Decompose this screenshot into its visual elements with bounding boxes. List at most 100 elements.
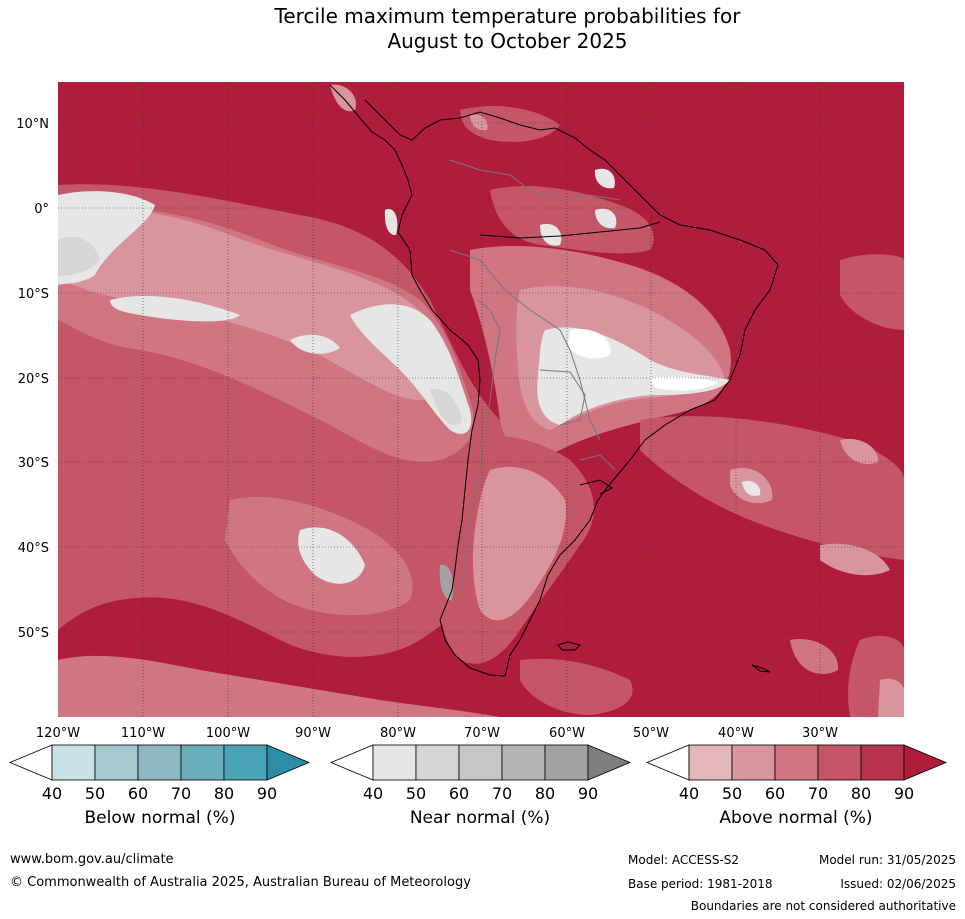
latitude-labels: 10°N 0° 10°S 20°S 30°S 40°S 50°S xyxy=(16,117,49,641)
colorbar-segment xyxy=(180,744,225,781)
graticule xyxy=(58,82,904,717)
colorbar-segment xyxy=(137,744,182,781)
longitude-label: 40°W xyxy=(718,726,754,741)
atlantic-blob-3 xyxy=(840,438,879,464)
amazon-near-normal-2 xyxy=(595,208,617,229)
coastline-layer xyxy=(329,84,779,677)
above-normal-label: Above normal (%) xyxy=(719,808,873,828)
colorbar-segment xyxy=(94,744,139,781)
colorbar-tick-label: 80 xyxy=(214,784,234,803)
colorbar-tick-label: 40 xyxy=(42,784,62,803)
latitude-label: 30°S xyxy=(18,456,49,471)
colorbar-tick-label: 80 xyxy=(851,784,871,803)
colorbar-low-extend xyxy=(329,744,374,781)
colorbar-tick-label: 40 xyxy=(679,784,699,803)
colorbar-segment xyxy=(544,744,589,781)
longitude-label: 120°W xyxy=(36,726,80,741)
colorbar-near: 40 50 60 70 80 90 xyxy=(329,744,632,803)
longitude-labels: 120°W 110°W 100°W 90°W 80°W 70°W 60°W 50°W 40°W 3… xyxy=(36,726,838,741)
title-line-2: August to October 2025 xyxy=(387,29,628,53)
colorbar-tick-label: 60 xyxy=(128,784,148,803)
longitude-label: 100°W xyxy=(206,726,250,741)
latitude-label: 20°S xyxy=(18,372,49,387)
footer-copyright: © Commonwealth of Australia 2025, Austra… xyxy=(10,875,471,890)
amazon-near-normal xyxy=(540,223,562,246)
amazon-river xyxy=(479,221,661,239)
drake-band xyxy=(520,658,633,715)
southern-ocean-light xyxy=(58,655,500,717)
borders-layer xyxy=(449,159,621,601)
colorbar-tick-label: 60 xyxy=(449,784,469,803)
border-uruguay xyxy=(579,454,616,471)
colorbar-tick-label: 60 xyxy=(765,784,785,803)
border-andes xyxy=(459,299,501,601)
central-america-coast xyxy=(329,84,413,196)
atlantic-band xyxy=(640,416,904,560)
equatorial-near-normal-2 xyxy=(58,236,100,276)
title-line-1: Tercile maximum temperature probabilitie… xyxy=(274,4,741,28)
latitude-label: 0° xyxy=(34,202,49,217)
longitude-label: 60°W xyxy=(549,726,585,741)
colorbar-segment xyxy=(372,744,417,781)
rio-de-la-plata xyxy=(579,479,613,495)
south-america-west-coast xyxy=(397,194,506,677)
colorbar-high-extend xyxy=(903,744,948,781)
eastern-pacific-near-normal xyxy=(384,209,398,236)
colorbar-low-extend xyxy=(645,744,690,781)
colorbar-tick-label: 80 xyxy=(535,784,555,803)
falkland-islands xyxy=(557,641,581,651)
colorbar-segment xyxy=(817,744,862,781)
latitude-label: 10°S xyxy=(18,287,49,302)
atlantic-blob-1-near xyxy=(742,480,761,496)
caribbean-band xyxy=(460,105,560,142)
footer-base-period: Base period: 1981-2018 xyxy=(628,877,773,891)
footer-disclaimer: Boundaries are not considered authoritat… xyxy=(690,899,956,913)
colorbar-above: 40 50 60 70 80 90 xyxy=(645,744,948,803)
footer-website: www.bom.gov.au/climate xyxy=(10,852,174,867)
below-normal-label: Below normal (%) xyxy=(84,808,236,828)
pacific-band-60b xyxy=(58,208,451,400)
guiana-near-normal xyxy=(594,168,615,189)
gulf-light xyxy=(470,114,488,131)
colorbar-segment xyxy=(731,744,776,781)
brazil-near-normal-white xyxy=(568,329,611,359)
south-georgia xyxy=(751,664,771,673)
pacific-near-normal-strip-2 xyxy=(290,334,340,354)
patagonia-near-normal xyxy=(439,564,454,601)
brazil-near-normal-white-2 xyxy=(650,376,718,391)
footer-model-run: Model run: 31/05/2025 xyxy=(818,853,956,867)
colorbar-tick-label: 90 xyxy=(894,784,914,803)
colorbar-tick-label: 70 xyxy=(171,784,191,803)
colorbar-segment xyxy=(458,744,503,781)
colorbar-tick-label: 70 xyxy=(808,784,828,803)
atlantic-blob-4 xyxy=(790,639,839,675)
colorbar-low-extend xyxy=(8,744,53,781)
colorbar-segment xyxy=(223,744,268,781)
south-pacific-near-normal xyxy=(298,527,365,584)
colorbar-tick-label: 40 xyxy=(363,784,383,803)
argentina-band-light xyxy=(473,466,566,621)
border-north xyxy=(449,159,621,201)
longitude-label: 110°W xyxy=(121,726,165,741)
colorbar-tick-label: 70 xyxy=(492,784,512,803)
map-fill-layer xyxy=(58,82,904,717)
south-america-east-coast xyxy=(504,224,779,677)
colorbar-segment xyxy=(860,744,905,781)
footer-issued: Issued: 02/06/2025 xyxy=(840,877,956,891)
colorbar-segment xyxy=(501,744,546,781)
footer-model: Model: ACCESS-S2 xyxy=(628,853,740,867)
colorbar-tick-label: 90 xyxy=(257,784,277,803)
colorbar-tick-label: 50 xyxy=(85,784,105,803)
atlantic-south-east-light xyxy=(878,678,904,717)
colorbar-below: 40 50 60 70 80 90 xyxy=(8,744,311,803)
border-paraguay xyxy=(539,369,586,426)
atlantic-blob-2 xyxy=(820,543,890,576)
colorbar-segment xyxy=(415,744,460,781)
coastal-near-normal-dark xyxy=(430,389,462,426)
colorbar-high-extend xyxy=(266,744,311,781)
caribbean-coast xyxy=(364,99,461,141)
colorbar-tick-label: 50 xyxy=(406,784,426,803)
colorbar-segment xyxy=(51,744,96,781)
longitude-label: 70°W xyxy=(464,726,500,741)
